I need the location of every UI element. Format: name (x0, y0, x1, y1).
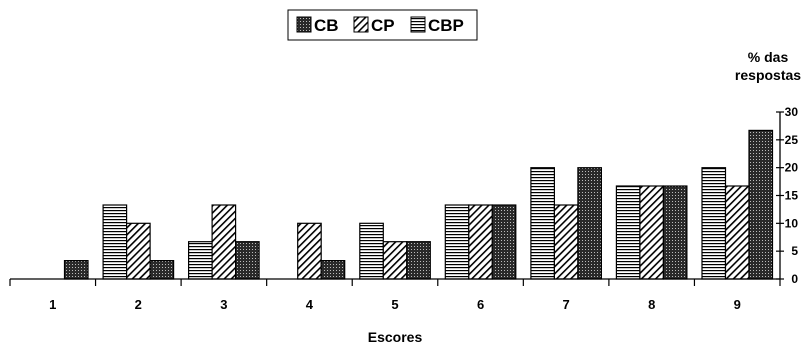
y-axis-title-line2: respostas (735, 67, 801, 83)
x-tick-label-4: 4 (306, 297, 314, 312)
x-tick-label-8: 8 (648, 297, 655, 312)
bar-cp-8 (639, 185, 665, 280)
bar-cb-2 (102, 204, 128, 280)
y-tick-label-20: 20 (785, 161, 799, 175)
x-tick-label-9: 9 (734, 297, 741, 312)
x-tick-label-5: 5 (391, 297, 398, 312)
legend-label-cbp: CBP (428, 16, 464, 35)
y-tick-label-15: 15 (785, 189, 799, 203)
y-tick-labels: 0 5 10 15 20 25 30 (785, 105, 799, 286)
x-tick-label-2: 2 (135, 297, 142, 312)
bar-cbp-5 (406, 241, 431, 280)
bar-cb-9 (701, 167, 727, 280)
bar-cp-3 (211, 204, 237, 280)
y-tick-label-30: 30 (785, 105, 799, 119)
bar-cbp-2 (149, 260, 175, 280)
x-tick-label-3: 3 (220, 297, 227, 312)
bar-cbp-9 (748, 129, 774, 280)
bar-cb-7 (530, 167, 556, 280)
legend-label-cp: CP (371, 16, 395, 35)
x-tick-label-1: 1 (49, 297, 56, 312)
bar-cb-8 (615, 185, 641, 280)
legend-label-cb: CB (314, 16, 339, 35)
legend-swatch-cb (296, 16, 312, 33)
bar-cb-3 (188, 241, 213, 280)
y-axis-title-line1: % das (748, 49, 789, 65)
y-tick-label-5: 5 (791, 244, 798, 258)
bar-cp-6 (468, 204, 493, 280)
bar-cbp-3 (235, 241, 260, 280)
legend-item-cp: CP (353, 16, 395, 35)
bar-cbp-6 (491, 204, 517, 280)
legend-swatch-cbp (410, 16, 426, 33)
bar-cb-5 (359, 222, 384, 280)
axes (9, 111, 784, 286)
bars (63, 129, 774, 280)
bar-cp-2 (125, 222, 151, 280)
legend: CB CP CBP (287, 9, 478, 41)
bar-cb-6 (444, 204, 470, 280)
legend-box (287, 9, 478, 41)
legend-swatch-cp (353, 16, 369, 33)
x-axis-title: Escores (368, 329, 423, 345)
bar-cbp-4 (320, 260, 346, 280)
y-tick-label-10: 10 (785, 216, 799, 230)
bar-cp-4 (297, 222, 322, 280)
bar-cbp-1 (63, 260, 89, 280)
legend-item-cb: CB (296, 16, 339, 35)
bar-cbp-8 (662, 185, 688, 280)
bar-cp-7 (553, 204, 579, 280)
y-tick-label-25: 25 (785, 133, 799, 147)
bar-cp-9 (724, 185, 750, 280)
x-tick-label-7: 7 (562, 297, 569, 312)
bar-cp-5 (382, 241, 408, 280)
x-tick-label-6: 6 (477, 297, 484, 312)
legend-item-cbp: CBP (410, 16, 464, 35)
bar-cbp-7 (577, 167, 603, 280)
y-tick-label-0: 0 (791, 272, 798, 286)
x-tick-labels: 1 2 3 4 5 6 7 8 9 (49, 297, 741, 312)
